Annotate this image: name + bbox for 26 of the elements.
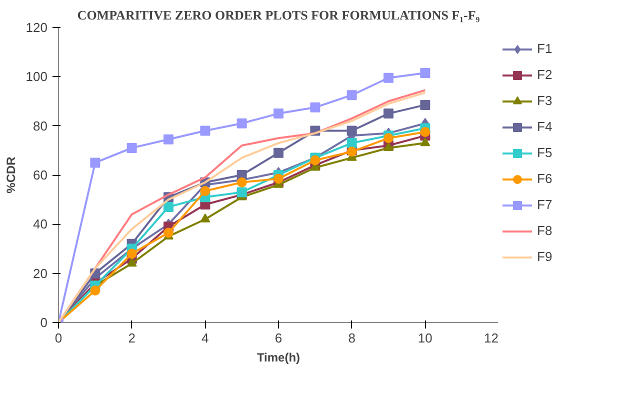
- legend-label: F8: [537, 223, 554, 238]
- legend-label: F9: [537, 249, 554, 264]
- y-tick-label: 120: [26, 20, 48, 35]
- x-tick-label: 6: [274, 330, 282, 346]
- x-axis-title: Time(h): [256, 350, 300, 364]
- y-tick-label: 40: [33, 216, 48, 232]
- legend-label: F4: [537, 119, 554, 134]
- y-tick-label: 100: [26, 69, 48, 84]
- x-tick-label: 8: [348, 330, 356, 346]
- chart-title: COMPARITIVE ZERO ORDER PLOTS FOR FORMULATIONS F₁-F₉: [77, 8, 480, 22]
- legend-label: F7: [537, 197, 554, 212]
- x-tick-label: 12: [484, 330, 499, 346]
- legend-label: F1: [537, 41, 554, 56]
- y-axis-title: %CDR: [4, 156, 18, 194]
- legend-label: F2: [537, 67, 554, 82]
- x-tick-label: 2: [128, 330, 136, 346]
- x-tick-label: 4: [202, 330, 209, 346]
- y-tick-label: 60: [33, 168, 48, 182]
- legend-label: F6: [537, 171, 554, 186]
- x-tick-label: 0: [54, 330, 62, 346]
- y-tick-label: 0: [40, 315, 48, 330]
- y-tick-label: 20: [33, 266, 48, 281]
- legend-label: F3: [537, 93, 554, 108]
- legend-label: F5: [537, 145, 554, 160]
- x-tick-label: 10: [418, 330, 432, 346]
- y-tick-label: 80: [33, 118, 48, 134]
